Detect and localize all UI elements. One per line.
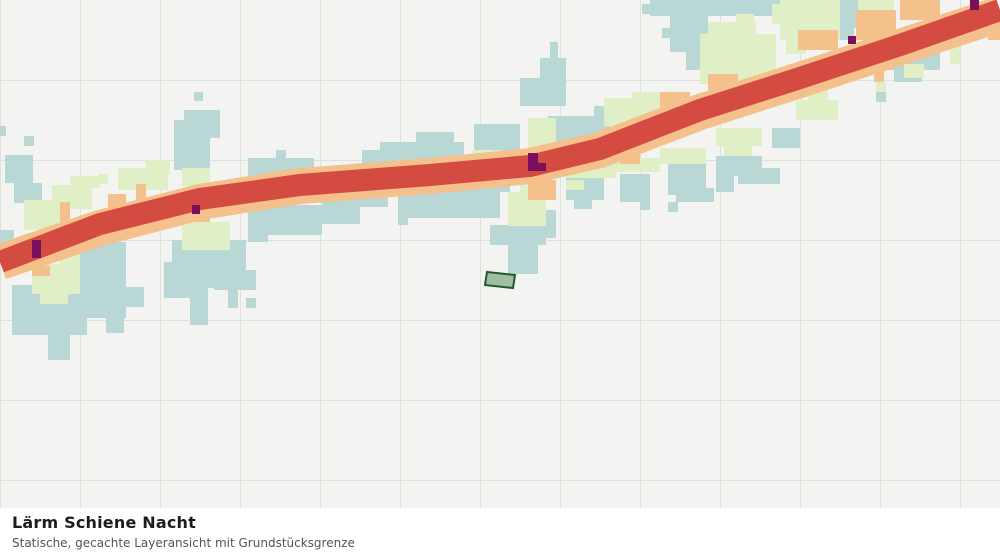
map-area [940, 36, 950, 46]
map-layer [32, 0, 979, 258]
map-area [182, 168, 210, 186]
map-area [772, 128, 800, 148]
map-area [772, 4, 786, 24]
map-area [184, 110, 220, 138]
map-subtitle: Statische, gecachte Layeransicht mit Gru… [12, 536, 355, 550]
map-area [796, 100, 838, 120]
map-area [52, 185, 92, 209]
map-area [32, 266, 50, 276]
map-area [416, 132, 454, 146]
map-layer [0, 0, 940, 360]
map-area [876, 92, 886, 102]
map-area [546, 210, 556, 238]
map-area [876, 82, 886, 92]
map-area [988, 20, 1000, 40]
map-area [214, 270, 256, 290]
map-area [146, 160, 170, 174]
map-area [642, 4, 662, 14]
map-area [662, 28, 676, 38]
map-area [676, 188, 714, 202]
map-area [70, 176, 100, 188]
map-area [620, 154, 640, 164]
map-area [98, 174, 108, 184]
parcel-boundary [483, 270, 517, 290]
map-area [708, 22, 756, 38]
map-area [192, 205, 200, 214]
map-area [106, 305, 124, 333]
map-area [970, 0, 979, 10]
map-area [14, 183, 42, 203]
map-area [550, 42, 558, 58]
map-area [574, 195, 592, 209]
map-area [650, 0, 780, 16]
map-title: Lärm Schiene Nacht [12, 513, 196, 532]
map-area [136, 184, 146, 204]
map-layer [24, 0, 960, 304]
map-area [620, 174, 650, 202]
map-area [528, 153, 538, 171]
map-area [840, 20, 854, 40]
map-area [164, 262, 192, 298]
map-area [24, 136, 34, 146]
map-area [900, 0, 940, 20]
map-area [536, 163, 546, 171]
map-area [276, 150, 286, 160]
map-area [640, 200, 650, 210]
map-area [182, 212, 210, 222]
map-area [32, 240, 41, 258]
map-area [856, 10, 896, 40]
map-area [950, 46, 960, 64]
map-area [632, 92, 668, 102]
map-area [508, 240, 538, 274]
map-area [874, 66, 884, 82]
map-area [848, 36, 856, 44]
map-area [190, 280, 208, 325]
map-area [100, 287, 144, 307]
caption: Lärm Schiene Nacht Statische, gecachte L… [12, 513, 988, 550]
map-area [736, 14, 754, 24]
map-area [540, 58, 566, 86]
map-area [228, 290, 238, 308]
map-area [194, 240, 220, 250]
map-area [660, 148, 706, 164]
map-area [708, 74, 738, 90]
map-view [0, 0, 1000, 508]
map-area [724, 142, 752, 156]
map-area [40, 290, 68, 304]
map-area [60, 202, 70, 232]
map-area [246, 298, 256, 308]
map-area [904, 64, 924, 78]
map-area [686, 46, 700, 70]
map-area [798, 30, 838, 50]
map-area [5, 155, 33, 183]
map-area [566, 180, 584, 190]
map-area [0, 126, 6, 136]
map-area [716, 128, 762, 146]
map-area [194, 92, 203, 101]
map-area [398, 215, 408, 225]
map-area [668, 202, 678, 212]
map-area [248, 230, 268, 242]
map-area [738, 168, 780, 184]
map-area [48, 320, 70, 360]
map-area [716, 172, 734, 192]
map-area [528, 180, 556, 200]
